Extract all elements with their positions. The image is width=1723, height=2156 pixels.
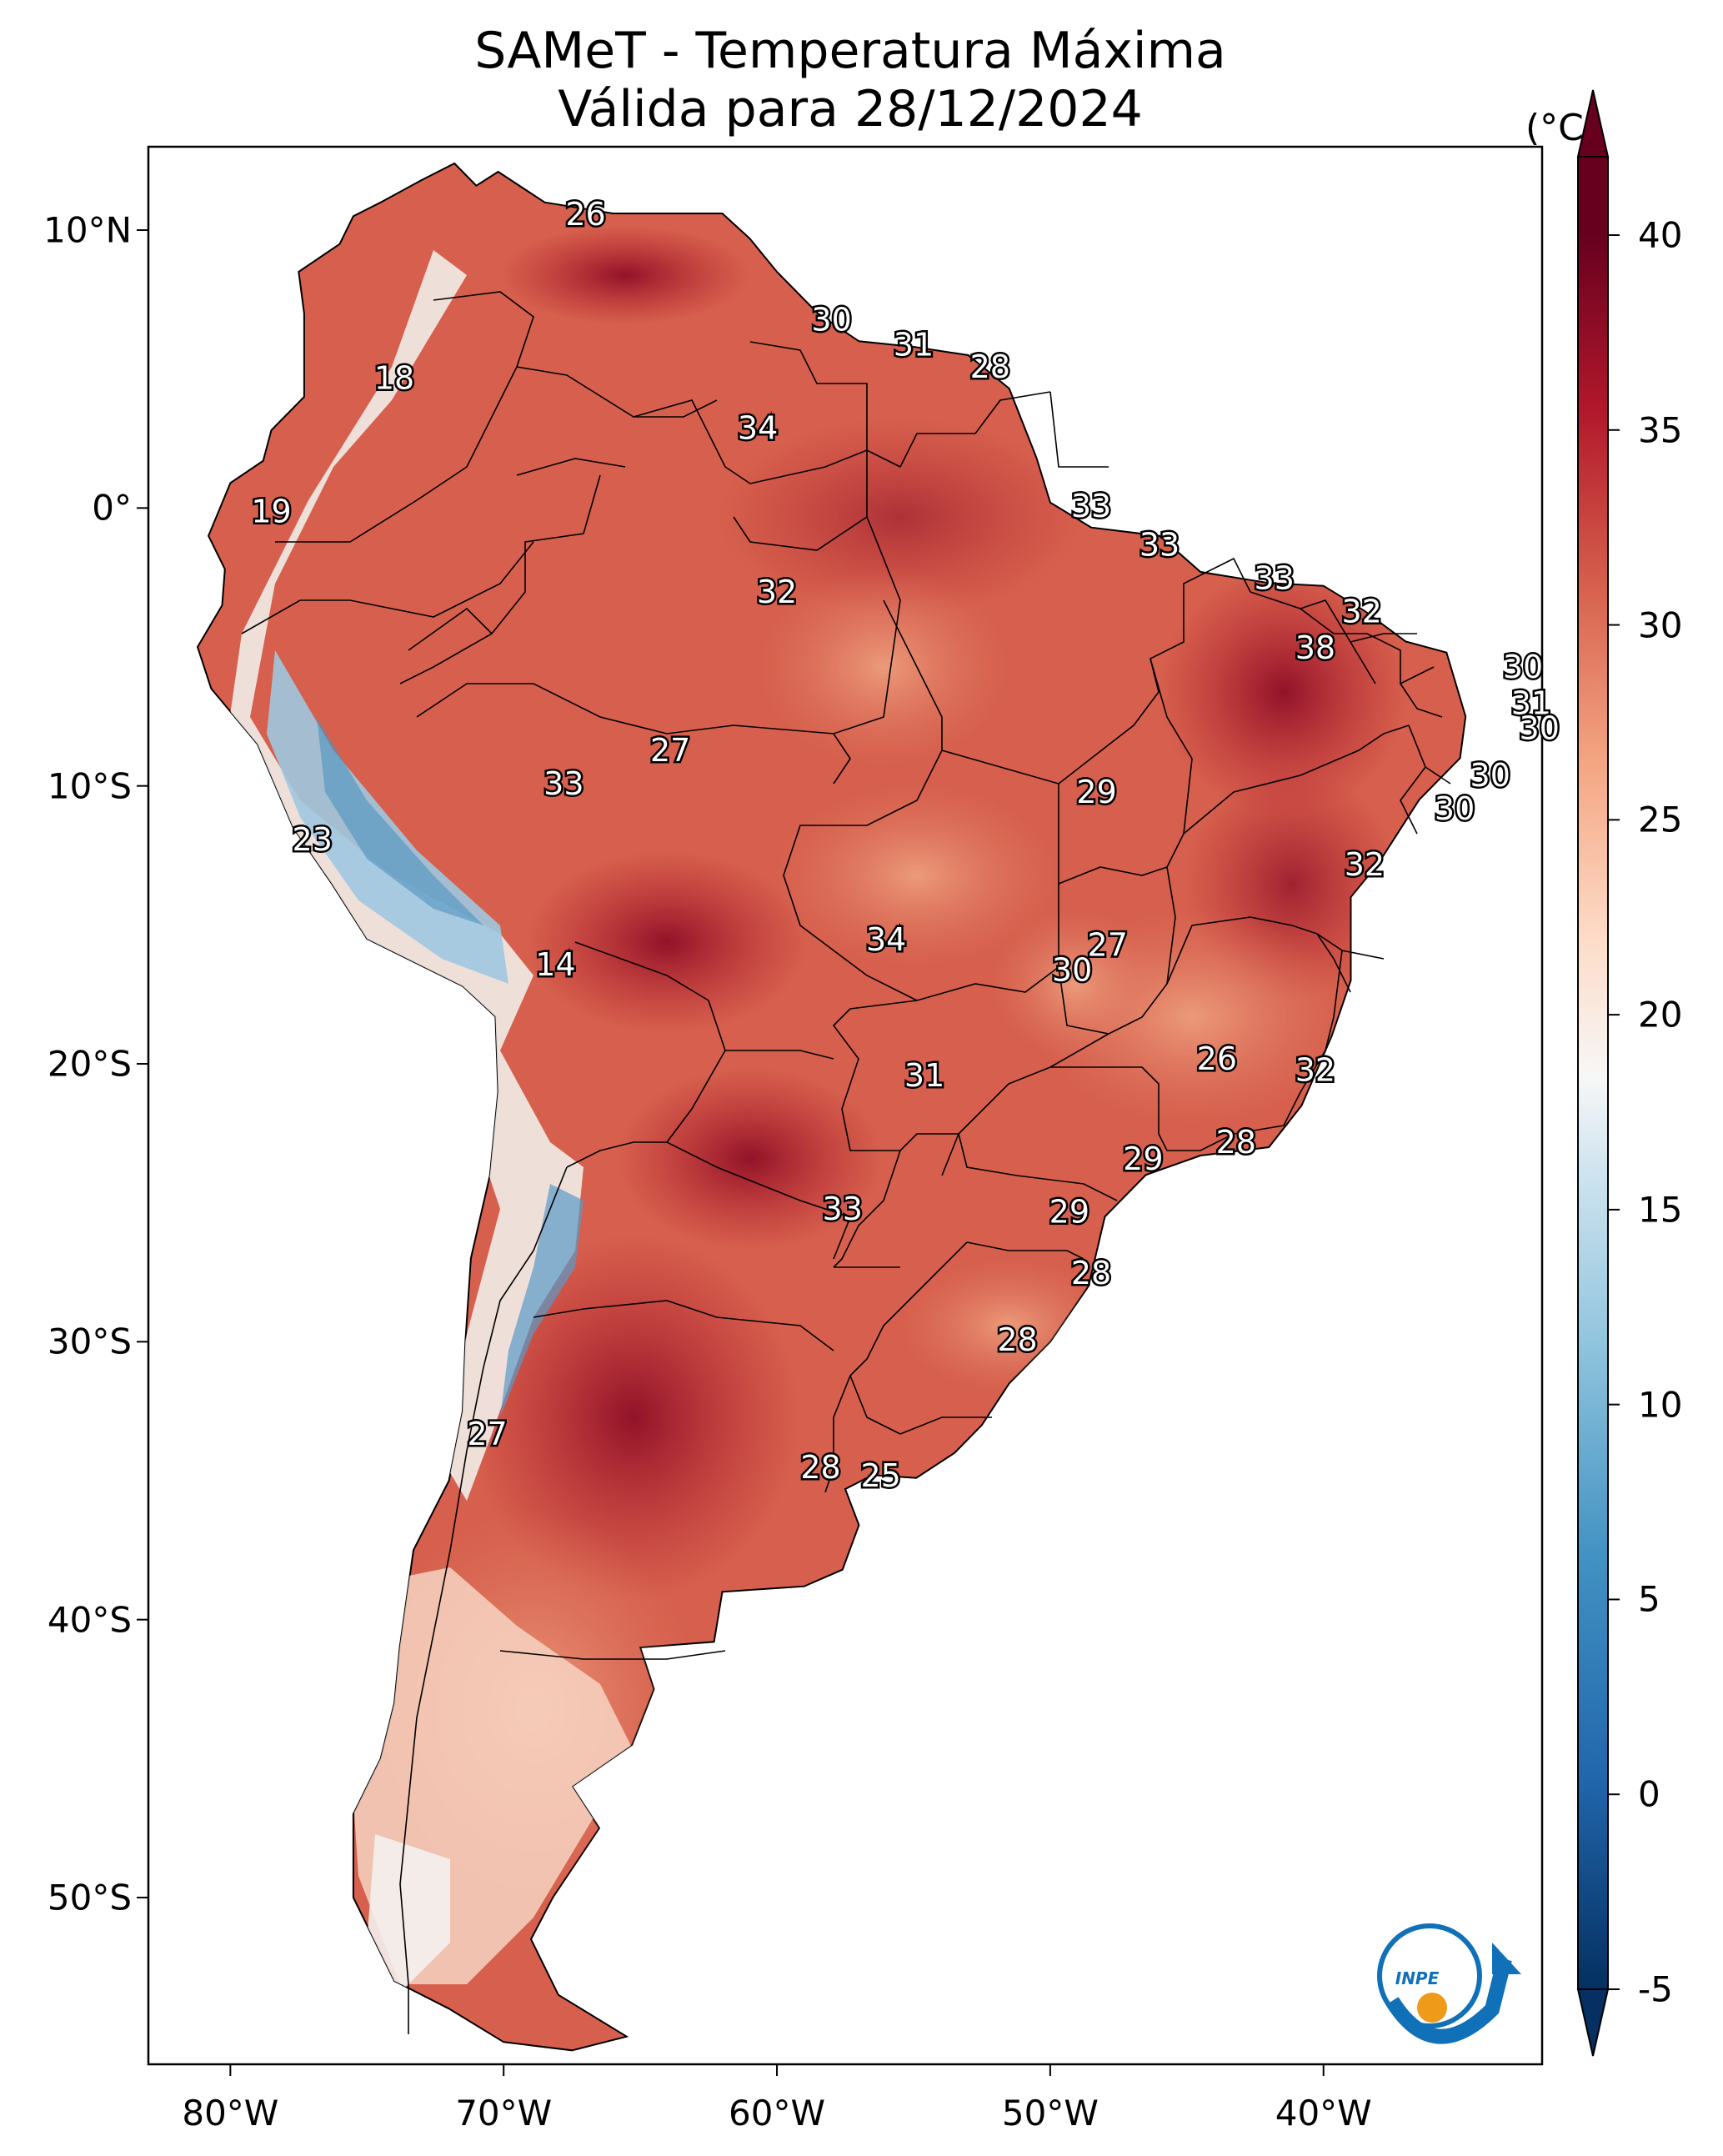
city-temperature-label: 34 [866, 921, 906, 958]
city-temperature-label: 29 [1123, 1141, 1163, 1177]
city-temperature-label: 31 [904, 1057, 944, 1094]
x-tick-label: 60°W [729, 2093, 826, 2133]
city-temperature-label: 34 [738, 410, 778, 447]
x-tick-label: 50°W [1001, 2093, 1099, 2133]
colorbar-tick-label: 25 [1638, 799, 1683, 840]
city-temperature-label: 33 [1071, 488, 1111, 524]
city-temperature-label: 14 [535, 946, 575, 983]
city-temperature-label: 19 [251, 494, 291, 530]
city-temperature-label: 38 [1295, 629, 1335, 666]
map-subtitle: Válida para 28/12/2024 [558, 80, 1143, 138]
colorbar-tick-label: -5 [1638, 1968, 1673, 2010]
city-temperature-label: 30 [1435, 790, 1475, 827]
city-temperature-label: 30 [811, 302, 851, 338]
y-tick-label: 40°S [47, 1599, 132, 1641]
city-temperature-label: 28 [1071, 1255, 1111, 1291]
city-temperature-label: 23 [293, 821, 333, 858]
city-temperature-label: 26 [1197, 1040, 1237, 1077]
y-tick-label: 10°N [43, 209, 132, 251]
colorbar-tick-label: 10 [1638, 1384, 1683, 1426]
city-temperature-label: 29 [1076, 774, 1116, 810]
city-temperature-label: 32 [1341, 594, 1381, 630]
colorbar-tick-label: 40 [1638, 214, 1683, 256]
city-temperature-label: 33 [1139, 527, 1180, 564]
city-temperature-label: 29 [1049, 1194, 1089, 1231]
city-temperature-label: 32 [1295, 1052, 1335, 1089]
city-temperature-label: 27 [1088, 927, 1128, 964]
city-temperature-label: 30 [1470, 757, 1510, 794]
city-temperature-label: 18 [374, 360, 414, 397]
city-temperature-label: 28 [1216, 1124, 1256, 1161]
south-america-landmass [196, 162, 1467, 2052]
colorbar-tick-label: 35 [1638, 409, 1683, 451]
city-temperature-label: 28 [800, 1449, 840, 1486]
map-title: SAMeT - Temperatura Máxima [474, 22, 1226, 80]
colorbar-tick-label: 15 [1638, 1189, 1683, 1231]
logo-text: INPE [1395, 1968, 1440, 1988]
city-temperature-label: 30 [1520, 710, 1560, 747]
x-tick-label: 40°W [1275, 2093, 1372, 2133]
city-temperature-label: 30 [1052, 952, 1092, 989]
y-tick-label: 30°S [47, 1321, 132, 1362]
x-tick-label: 70°W [455, 2093, 553, 2133]
colorbar-tick-label: 30 [1638, 604, 1683, 646]
city-temperature-label: 33 [543, 765, 584, 802]
y-tick-label: 20°S [47, 1043, 132, 1085]
x-tick-label: 80°W [182, 2093, 279, 2133]
y-tick-label: 0° [92, 487, 132, 529]
city-temperature-label: 32 [1345, 846, 1385, 883]
city-temperature-label: 27 [650, 732, 690, 769]
city-temperature-label: 28 [997, 1321, 1037, 1358]
city-temperature-label: 26 [565, 196, 605, 233]
city-temperature-label: 25 [860, 1457, 900, 1494]
city-temperature-label: 30 [1503, 649, 1543, 685]
city-temperature-label: 33 [1255, 560, 1295, 597]
city-temperature-label: 27 [467, 1416, 507, 1452]
city-temperature-label: 33 [823, 1191, 863, 1227]
city-temperature-label: 31 [1511, 685, 1551, 722]
city-temperature-label: 32 [757, 574, 797, 610]
colorbar [1576, 89, 1620, 2057]
y-tick-label: 10°S [47, 765, 132, 807]
inpe-logo: INPE [1377, 1923, 1521, 2044]
colorbar-tick-label: 0 [1638, 1773, 1660, 1815]
political-borders [241, 291, 1451, 2034]
y-tick-label: 50°S [47, 1877, 132, 1918]
colorbar-tick-label: 5 [1638, 1578, 1660, 1620]
city-temperature-label: 31 [894, 327, 934, 364]
city-temperature-label: 28 [970, 348, 1010, 385]
colorbar-tick-label: 20 [1638, 994, 1683, 1035]
